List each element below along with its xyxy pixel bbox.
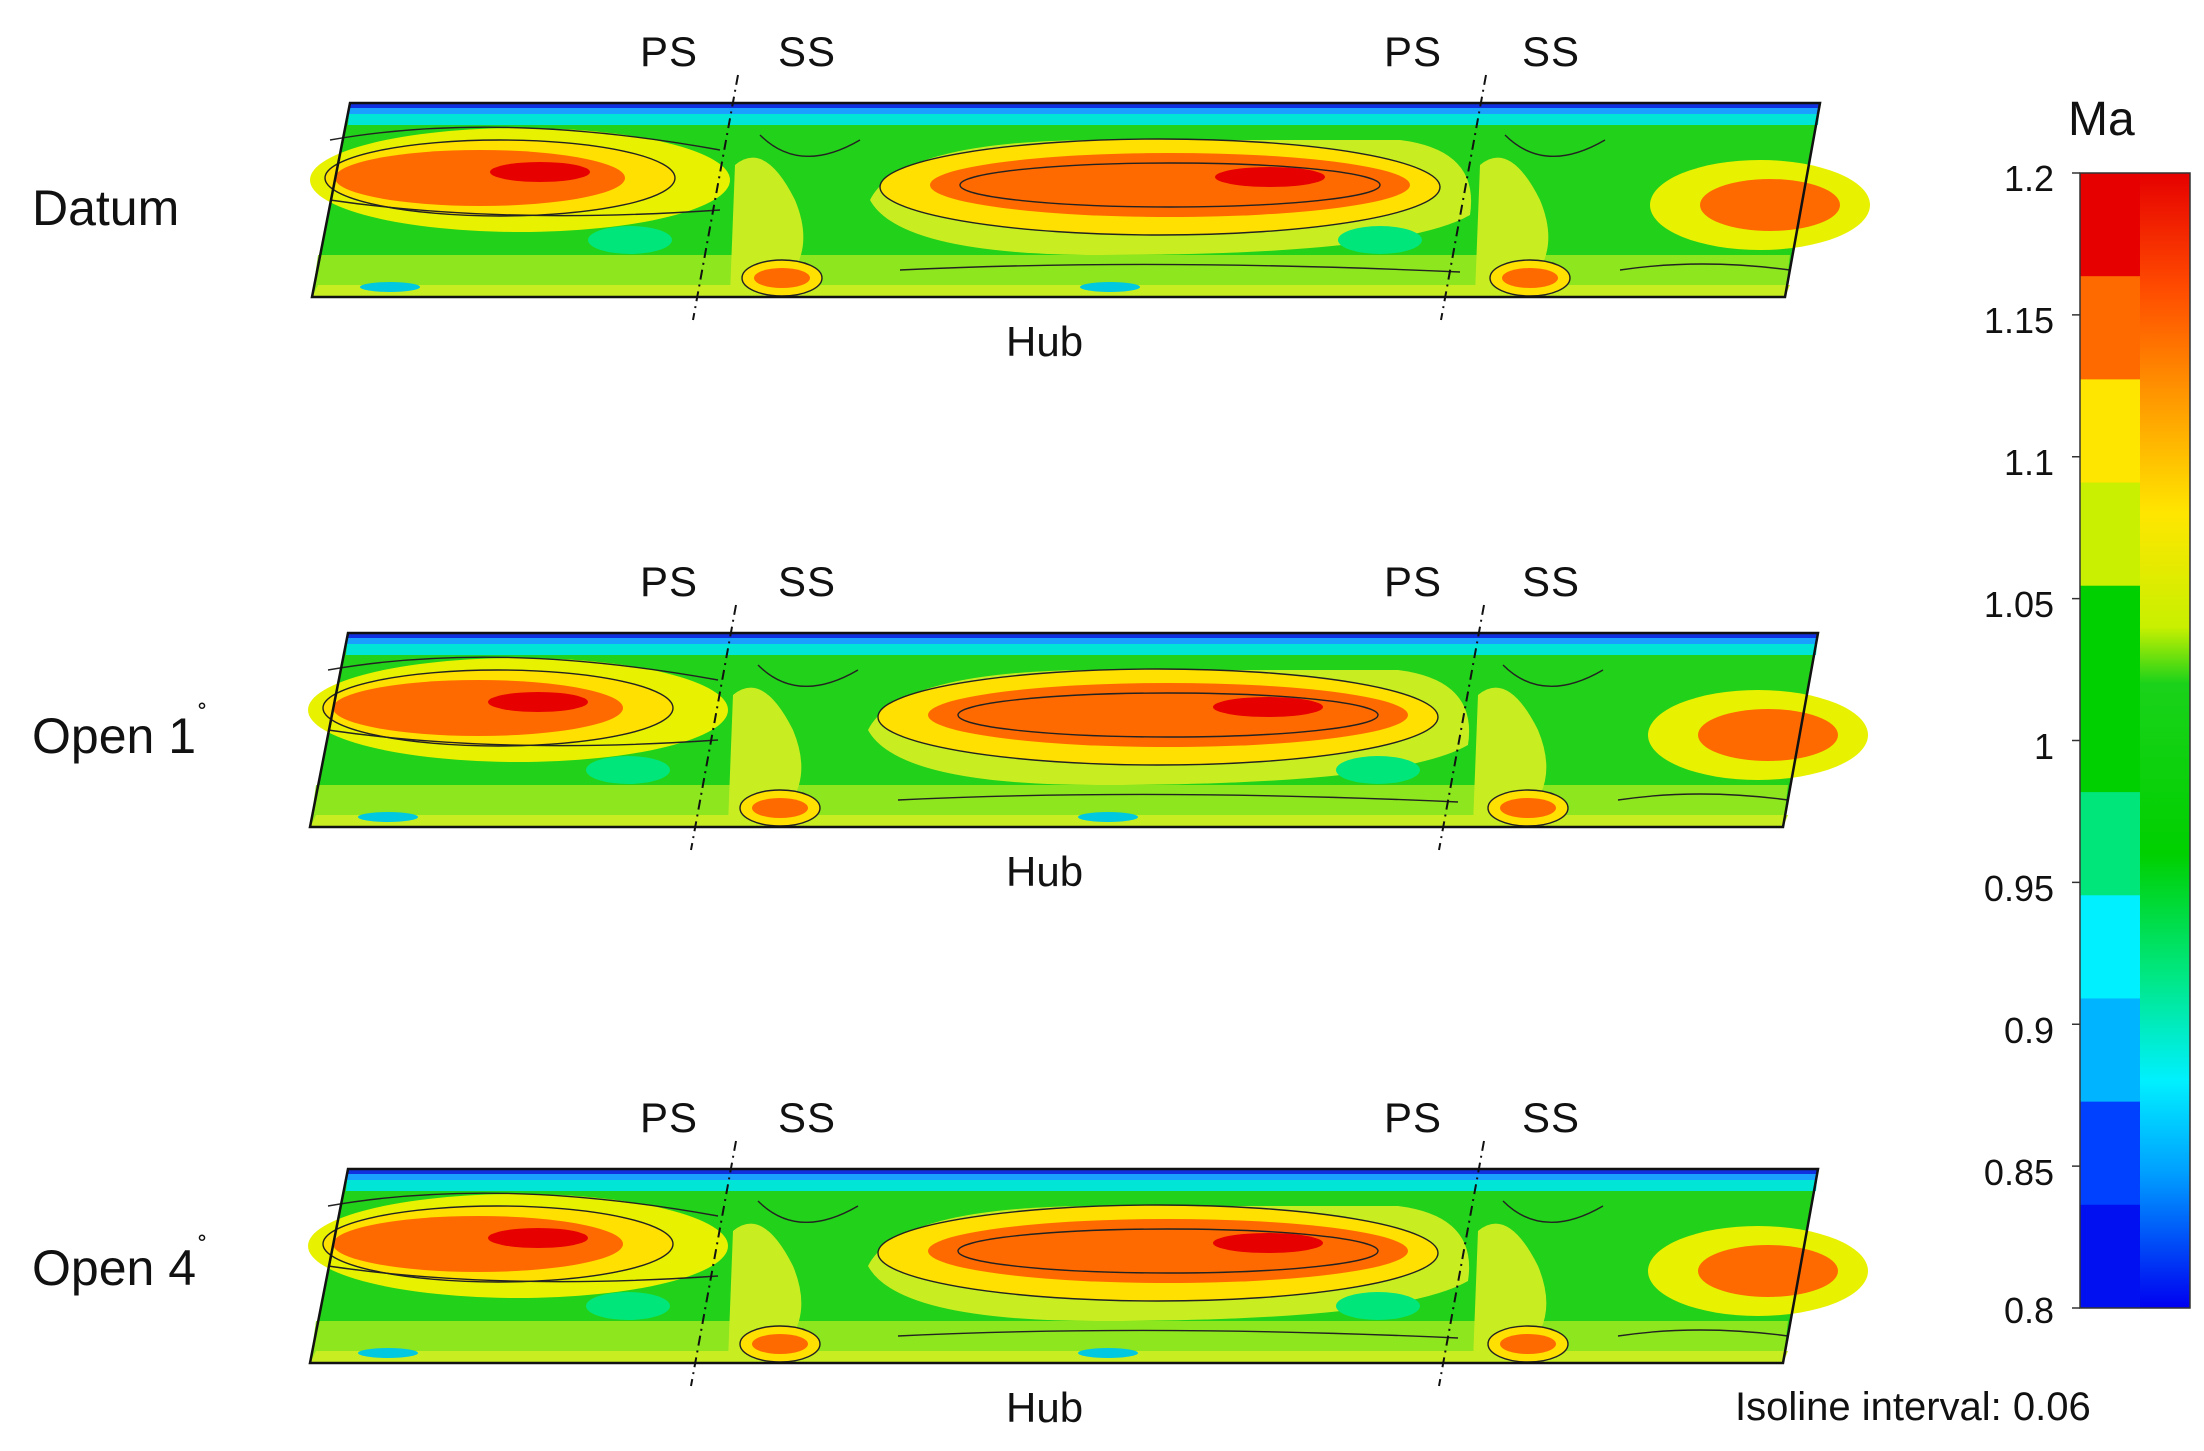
colorbar-level-block bbox=[2080, 895, 2140, 999]
colorbar-tick-label: 1 bbox=[2033, 726, 2054, 767]
ps-label: PS bbox=[1384, 1094, 1443, 1141]
colorbar-tick-label: 1.15 bbox=[1983, 300, 2054, 341]
ss-label: SS bbox=[778, 1094, 837, 1141]
colorbar-tick-label: 0.9 bbox=[2003, 1010, 2054, 1051]
hub-label: Hub bbox=[1006, 318, 1084, 365]
hub-label: Hub bbox=[1006, 1384, 1084, 1431]
colorbar-level-block bbox=[2080, 379, 2140, 484]
ps-label: PS bbox=[640, 28, 699, 75]
ss-label: SS bbox=[1522, 558, 1581, 605]
ss-label: SS bbox=[778, 28, 837, 75]
contour-open-1 bbox=[306, 603, 1870, 852]
colorbar-gradient bbox=[2140, 173, 2190, 1308]
colorbar bbox=[2072, 172, 2191, 1309]
colorbar-tick-label: 0.85 bbox=[1983, 1152, 2054, 1193]
ss-label: SS bbox=[1522, 1094, 1581, 1141]
colorbar-tick-label: 1.1 bbox=[2003, 442, 2054, 483]
ss-label: SS bbox=[1522, 28, 1581, 75]
contour-datum bbox=[308, 73, 1872, 322]
colorbar-tick-label: 0.8 bbox=[2003, 1290, 2054, 1331]
isoline-interval-note: Isoline interval: 0.06 bbox=[1735, 1385, 2091, 1429]
panel-label-open-4: Open 4˚ bbox=[32, 1232, 208, 1296]
colorbar-level-block bbox=[2080, 276, 2140, 380]
colorbar-level-block bbox=[2080, 1204, 2140, 1309]
colorbar-tick-label: 1.05 bbox=[1983, 584, 2054, 625]
colorbar-level-block bbox=[2080, 482, 2140, 587]
colorbar-tick-label: 0.95 bbox=[1983, 868, 2054, 909]
ps-label: PS bbox=[1384, 558, 1443, 605]
colorbar-level-block bbox=[2080, 998, 2140, 1103]
panel-label-datum: Datum bbox=[32, 180, 180, 236]
colorbar-level-block bbox=[2080, 173, 2140, 277]
colorbar-level-block bbox=[2080, 688, 2140, 793]
ps-label: PS bbox=[1384, 28, 1443, 75]
colorbar-tick-label: 1.2 bbox=[2003, 158, 2054, 199]
panel-label-open-1: Open 1˚ bbox=[32, 700, 208, 764]
colorbar-level-block bbox=[2080, 792, 2140, 896]
ss-label: SS bbox=[778, 558, 837, 605]
colorbar-level-block bbox=[2080, 1101, 2140, 1206]
ps-label: PS bbox=[640, 558, 699, 605]
colorbar-level-block bbox=[2080, 585, 2140, 690]
colorbar-title: Ma bbox=[2068, 93, 2135, 146]
contour-open-4 bbox=[306, 1139, 1870, 1388]
ps-label: PS bbox=[640, 1094, 699, 1141]
hub-label: Hub bbox=[1006, 848, 1084, 895]
